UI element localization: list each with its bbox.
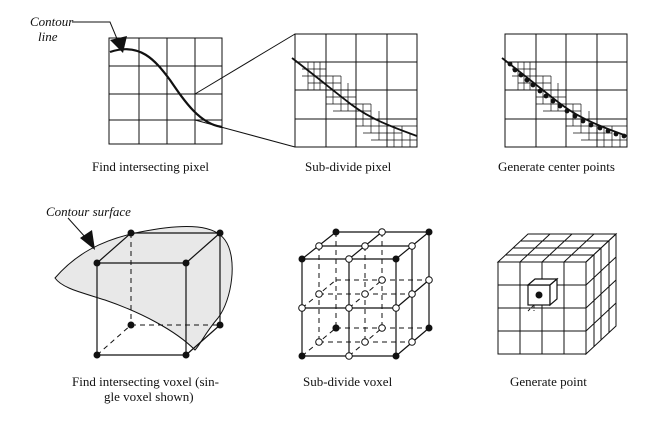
subdivided-voxel-center <box>332 324 340 332</box>
pixel-grid-subdivided <box>294 33 418 148</box>
zoom-connector <box>194 33 296 148</box>
contour-line-label-line1: Contour <box>30 14 74 29</box>
contour-line-arrow <box>72 21 127 53</box>
caption-find-intersecting-voxel-line2: gle voxel shown) <box>104 389 194 404</box>
generated-point <box>535 291 543 299</box>
voxel-vertices <box>93 229 224 359</box>
pixel-grid-coarse <box>108 37 223 145</box>
contour-line-label-line2: line <box>38 29 58 44</box>
contour-line-label: Contour line <box>30 14 73 44</box>
contour-line-subdivided <box>291 57 418 137</box>
caption-find-intersecting-voxel: Find intersecting voxel (sin- gle voxel … <box>72 374 219 404</box>
highlighted-voxel <box>526 277 559 307</box>
subdivision-cells-2 <box>302 61 417 147</box>
caption-find-intersecting-pixel: Find intersecting pixel <box>92 159 209 174</box>
caption-find-intersecting-voxel-line1: Find intersecting voxel (sin- <box>72 374 219 389</box>
contour-surface-label: Contour surface <box>46 204 131 219</box>
voxel-cube <box>96 232 221 356</box>
caption-generate-center-points: Generate center points <box>498 159 615 174</box>
center-points <box>507 61 627 139</box>
caption-subdivide-pixel: Sub-divide pixel <box>305 159 392 174</box>
voxel-hidden-edges <box>96 233 220 356</box>
subdivided-voxel-new-vertices <box>298 228 433 360</box>
contour-surface-arrow <box>67 217 95 250</box>
voxel-grid-cube <box>496 232 618 356</box>
contour-line <box>109 48 223 129</box>
caption-generate-point: Generate point <box>510 374 587 389</box>
voxel-hidden-edges-point <box>527 304 535 312</box>
caption-subdivide-voxel: Sub-divide voxel <box>303 374 393 389</box>
subdivision-cells-3 <box>512 61 627 147</box>
